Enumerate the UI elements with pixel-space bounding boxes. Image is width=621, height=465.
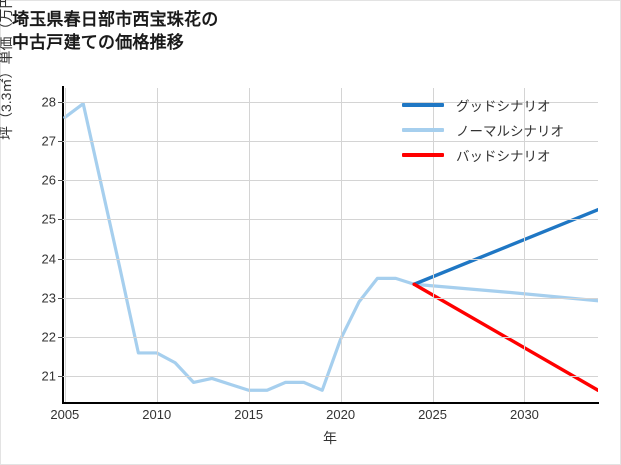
legend-label: グッドシナリオ: [456, 98, 551, 114]
gridline-vertical: [157, 88, 158, 402]
gridline-vertical: [524, 88, 525, 402]
x-tick-label: 2020: [326, 407, 356, 422]
x-axis-title: 年: [323, 430, 337, 446]
gridline-vertical: [249, 88, 250, 402]
plot-area: [58, 88, 598, 402]
legend-swatch-icon: [402, 127, 444, 132]
legend-label: ノーマルシナリオ: [456, 123, 564, 139]
gridline-horizontal: [63, 102, 598, 103]
x-tick-label: 2015: [234, 407, 264, 422]
y-tick-label: 23: [41, 290, 56, 306]
y-axis-spine: [62, 86, 64, 404]
y-tick-label: 27: [41, 133, 56, 149]
y-tick-mark: [58, 376, 63, 377]
y-tick-label: 25: [41, 211, 56, 227]
gridline-horizontal: [63, 219, 598, 220]
y-tick-mark: [58, 219, 63, 220]
gridline-vertical: [433, 88, 434, 402]
y-tick-mark: [58, 298, 63, 299]
x-tick-label: 2005: [50, 407, 80, 422]
chart-title: 埼玉県春日部市西宝珠花の 中古戸建ての価格推移: [12, 10, 219, 53]
chart-legend: グッドシナリオ ノーマルシナリオ バッドシナリオ: [402, 92, 602, 167]
gridline-horizontal: [63, 259, 598, 260]
x-axis-spine: [62, 402, 599, 404]
legend-item[interactable]: グッドシナリオ: [402, 92, 602, 117]
gridline-vertical: [65, 88, 66, 402]
y-tick-mark: [58, 259, 63, 260]
gridline-horizontal: [63, 180, 598, 181]
legend-item[interactable]: ノーマルシナリオ: [402, 117, 602, 142]
y-tick-mark: [58, 337, 63, 338]
y-tick-label: 24: [41, 251, 56, 267]
gridline-horizontal: [63, 141, 598, 142]
series-line: [63, 102, 598, 392]
x-tick-label: 2030: [509, 407, 539, 422]
gridline-horizontal: [63, 337, 598, 338]
legend-label: バッドシナリオ: [456, 148, 551, 164]
gridline-vertical: [341, 88, 342, 402]
y-tick-mark: [58, 141, 63, 142]
gridline-horizontal: [63, 376, 598, 377]
legend-swatch-icon: [402, 152, 444, 157]
legend-swatch-icon: [402, 102, 444, 107]
x-tick-label: 2010: [142, 407, 172, 422]
y-tick-mark: [58, 102, 63, 103]
legend-item[interactable]: バッドシナリオ: [402, 142, 602, 167]
x-tick-label: 2025: [418, 407, 447, 422]
y-tick-label: 28: [41, 94, 56, 110]
y-tick-mark: [58, 180, 63, 181]
y-axis-title: 坪（3.3㎡）単価（万円）: [0, 0, 14, 140]
gridline-horizontal: [63, 298, 598, 299]
y-tick-label: 22: [41, 329, 56, 345]
series-line: [412, 207, 598, 286]
y-tick-label: 21: [41, 368, 56, 384]
y-tick-label: 26: [41, 172, 56, 188]
